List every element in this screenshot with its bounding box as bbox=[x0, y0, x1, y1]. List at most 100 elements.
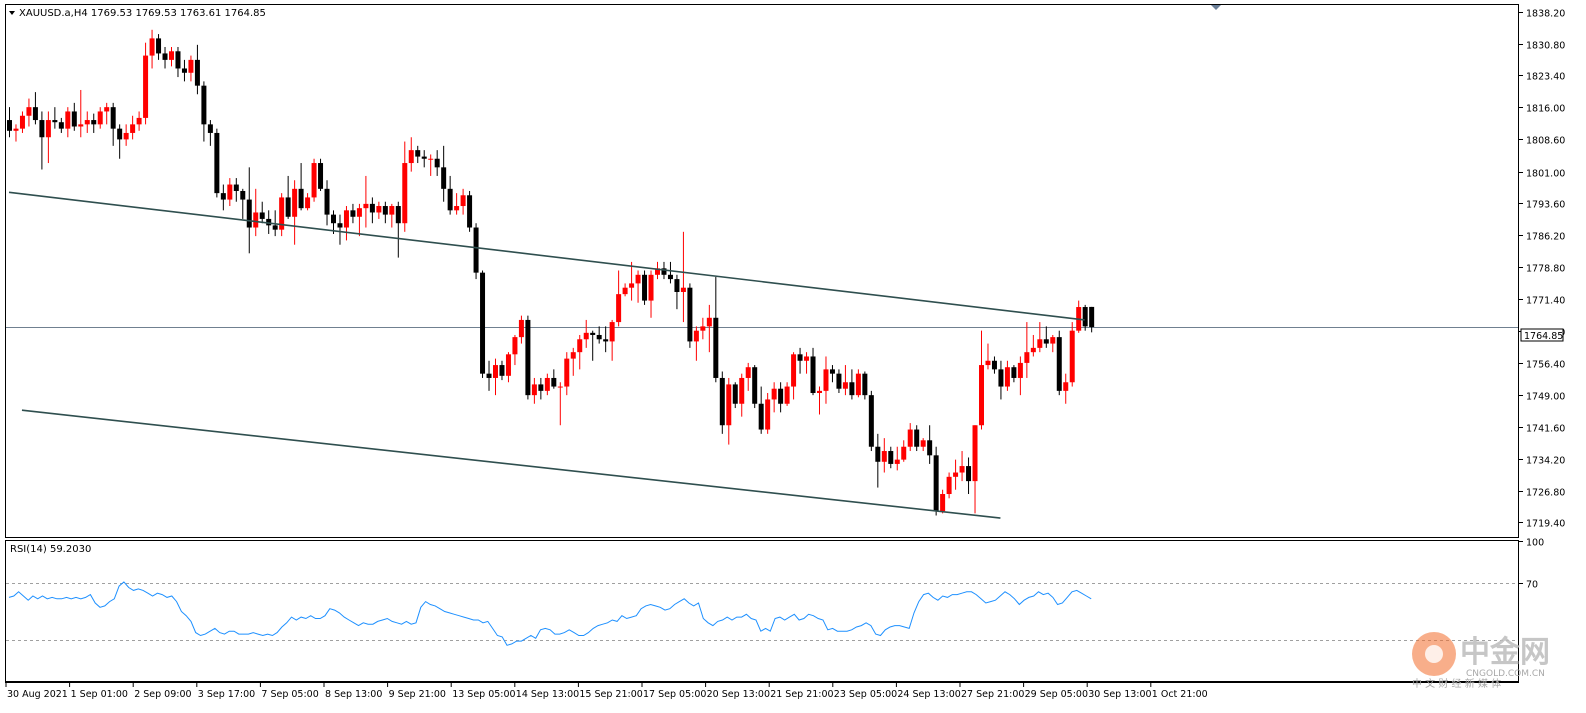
time-tick-label: 14 Sep 13:00 bbox=[516, 689, 579, 700]
dropdown-triangle-icon[interactable] bbox=[9, 11, 15, 15]
candle-body bbox=[1056, 337, 1062, 391]
candle-body bbox=[810, 356, 816, 394]
candle-body bbox=[1011, 367, 1017, 378]
candle-body bbox=[350, 210, 356, 217]
candle-body bbox=[706, 317, 712, 327]
candle-body bbox=[920, 440, 926, 447]
candle-body bbox=[570, 352, 576, 359]
candle-body bbox=[84, 120, 90, 125]
candle-body bbox=[609, 322, 615, 342]
candle-body bbox=[1024, 352, 1030, 363]
candle-body bbox=[292, 188, 298, 217]
candle-body bbox=[693, 330, 699, 342]
candle-body bbox=[655, 268, 660, 275]
candle-body bbox=[227, 184, 233, 200]
price-tick-label: 1816.00 bbox=[1526, 104, 1565, 115]
price-tick-label: 1771.40 bbox=[1526, 296, 1565, 307]
candle-body bbox=[486, 373, 492, 378]
candle-body bbox=[726, 384, 732, 426]
candle-body bbox=[480, 272, 486, 374]
candle-body bbox=[894, 459, 900, 464]
candle-body bbox=[298, 188, 304, 209]
price-tick-label: 1726.80 bbox=[1526, 488, 1565, 499]
time-tick-label: 24 Sep 13:00 bbox=[897, 689, 960, 700]
candle-body bbox=[765, 399, 771, 430]
candle-body bbox=[1004, 367, 1010, 387]
candle-body bbox=[648, 274, 654, 301]
candle-body bbox=[343, 210, 349, 228]
candle-body bbox=[246, 199, 252, 228]
candle-body bbox=[65, 111, 71, 129]
price-tick-label: 1786.20 bbox=[1526, 232, 1565, 243]
candle-body bbox=[13, 128, 19, 131]
channel-trendline[interactable] bbox=[8, 191, 1085, 321]
candle-body bbox=[687, 287, 693, 342]
candle-body bbox=[356, 208, 362, 217]
candle-body bbox=[26, 107, 32, 116]
price-tick-label: 1823.40 bbox=[1526, 72, 1565, 83]
watermark-logo: 中金网 CNGOLD.COM.CN 中 文 财 经 新 媒 体 bbox=[1412, 632, 1550, 690]
candle-body bbox=[454, 206, 460, 211]
candle-body bbox=[149, 38, 155, 56]
candle-body bbox=[311, 163, 317, 198]
shift-marker-icon[interactable] bbox=[1211, 5, 1221, 10]
candle-body bbox=[32, 107, 38, 121]
time-tick-label: 29 Sep 05:00 bbox=[1025, 689, 1088, 700]
price-tick-label: 1838.20 bbox=[1526, 9, 1565, 20]
candle-body bbox=[778, 388, 784, 404]
time-tick-label: 30 Aug 2021 bbox=[7, 689, 68, 700]
candle-body bbox=[907, 429, 913, 447]
candle-body bbox=[1089, 306, 1095, 328]
candle-body bbox=[220, 193, 226, 200]
price-tick-label: 1719.40 bbox=[1526, 519, 1565, 530]
candle-body bbox=[253, 212, 259, 228]
price-tick-label: 1734.20 bbox=[1526, 456, 1565, 467]
candle-body bbox=[363, 203, 369, 209]
symbol-header: XAUUSD.a,H4 1769.53 1769.53 1763.61 1764… bbox=[19, 8, 266, 19]
candle-body bbox=[408, 150, 414, 164]
candle-body bbox=[162, 53, 168, 60]
candle-body bbox=[998, 369, 1004, 387]
price-tick-label: 1756.40 bbox=[1526, 360, 1565, 371]
candle-body bbox=[836, 373, 842, 389]
candle-body bbox=[603, 339, 609, 342]
candle-body bbox=[849, 382, 855, 396]
candle-body bbox=[564, 358, 570, 387]
candle-body bbox=[136, 117, 142, 125]
candle-body bbox=[771, 388, 777, 400]
candle-body bbox=[156, 38, 162, 54]
price-panel-frame bbox=[5, 4, 1519, 538]
candle-body bbox=[369, 203, 375, 213]
candle-body bbox=[953, 472, 959, 477]
candle-body bbox=[512, 337, 518, 355]
candle-body bbox=[829, 369, 835, 374]
candle-body bbox=[661, 268, 667, 275]
candle-body bbox=[985, 360, 991, 366]
candle-body bbox=[972, 425, 978, 482]
rsi-line bbox=[8, 581, 1092, 646]
candle-body bbox=[7, 120, 12, 131]
candle-body bbox=[415, 150, 421, 157]
candle-body bbox=[629, 283, 635, 288]
candle-body bbox=[499, 365, 505, 376]
candle-body bbox=[946, 476, 952, 495]
candle-body bbox=[1037, 339, 1043, 348]
candle-body bbox=[1063, 382, 1069, 391]
candle-body bbox=[473, 227, 479, 273]
candle-body bbox=[680, 287, 686, 292]
price-tick-label: 1801.00 bbox=[1526, 169, 1565, 180]
time-tick-label: 8 Sep 13:00 bbox=[325, 689, 382, 700]
candle-body bbox=[855, 373, 861, 396]
candle-body bbox=[901, 446, 907, 460]
candle-body bbox=[1069, 330, 1075, 383]
candle-body bbox=[784, 386, 790, 404]
candle-body bbox=[395, 206, 401, 224]
candle-body bbox=[104, 107, 110, 112]
candle-body bbox=[428, 158, 434, 160]
channel-trendline[interactable] bbox=[21, 409, 1001, 519]
candle-body bbox=[590, 332, 596, 335]
candle-body bbox=[752, 367, 758, 404]
candle-body bbox=[557, 386, 563, 388]
